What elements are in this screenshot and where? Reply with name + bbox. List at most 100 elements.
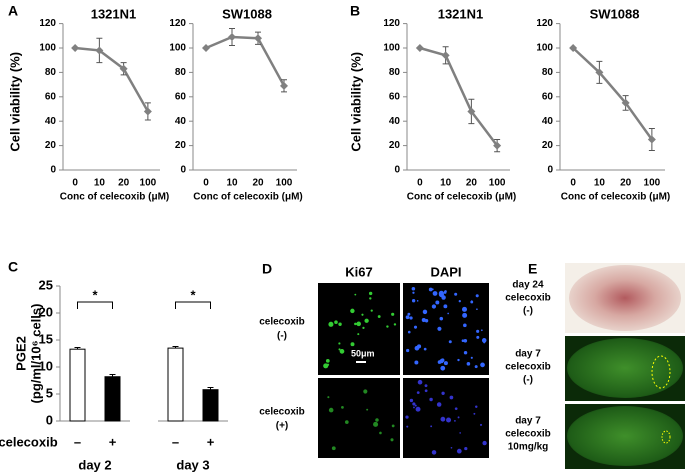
marker	[202, 44, 210, 52]
cell-dot	[411, 299, 416, 303]
cell-dot	[443, 361, 448, 366]
x-tick-label: 100	[276, 178, 293, 189]
cell-dot	[428, 287, 433, 292]
cell-dot	[345, 420, 349, 424]
error-bar	[109, 374, 116, 377]
y-tick-label: 60	[45, 91, 57, 102]
bar	[202, 389, 219, 422]
cell-dot	[412, 291, 415, 294]
tumor-outline	[661, 430, 671, 444]
line	[205, 35, 286, 87]
cell-dot	[334, 320, 338, 325]
cell-dot	[407, 312, 411, 316]
cell-dot	[446, 417, 452, 423]
cell-dot	[424, 319, 429, 323]
cell-dot	[406, 348, 410, 353]
cell-dot	[450, 446, 453, 449]
x-tick-label: 20	[118, 178, 130, 189]
y-axis-label: Cell viability (%)	[348, 52, 363, 152]
y-tick-label: 80	[45, 67, 57, 78]
cell-dot	[470, 300, 474, 304]
row-label: celecoxib	[0, 434, 58, 449]
cell-dot	[362, 326, 365, 330]
cell-dot	[463, 338, 468, 343]
x-axis-label: Conc of celecoxib (μM)	[60, 192, 169, 203]
cell-dot	[439, 316, 444, 321]
x-tick-label: 0	[72, 178, 78, 189]
cell-dot	[476, 329, 480, 333]
row-label: day 7	[515, 416, 541, 427]
x-tick-label: 10	[226, 178, 238, 189]
cell-dot	[464, 446, 468, 451]
cell-dot	[458, 300, 461, 303]
cell-dot	[411, 286, 416, 291]
x-tick-label: +	[207, 434, 215, 449]
y-axis-label: (pg/ml/10⁶ cells)	[28, 304, 43, 404]
y-tick-label: 60	[542, 91, 554, 102]
x-tick-label: 10	[594, 178, 606, 189]
cell-dot	[441, 295, 446, 300]
cell-dot	[440, 416, 446, 422]
significance-bracket	[77, 301, 113, 309]
chart-title: 1321N1	[91, 6, 137, 21]
y-tick-label: 0	[547, 165, 553, 176]
bar	[167, 347, 184, 422]
x-tick-label: 10	[94, 178, 106, 189]
cell-dot	[407, 330, 411, 334]
dapi-image	[403, 378, 489, 458]
marker	[647, 135, 656, 144]
cell-dot	[470, 356, 473, 359]
x-tick-label: 10	[440, 178, 452, 189]
cell-dot	[481, 338, 487, 343]
cell-dot	[430, 425, 433, 428]
cell-dot	[482, 440, 487, 446]
cell-dot	[413, 406, 415, 409]
cell-dot	[414, 360, 419, 365]
y-tick-label: 80	[542, 67, 554, 78]
marker	[95, 46, 104, 55]
cell-dot	[474, 365, 478, 369]
cell-dot	[356, 321, 361, 327]
cell-dot	[431, 450, 437, 455]
marker	[71, 44, 80, 52]
marker	[280, 81, 288, 90]
cell-dot	[476, 308, 478, 311]
cell-dot	[459, 432, 461, 434]
cell-dot	[326, 363, 330, 367]
cell-dot	[415, 406, 421, 412]
cell-dot	[437, 360, 442, 364]
y-tick-label: 100	[169, 43, 186, 54]
y-tick-label: 20	[39, 304, 53, 319]
line	[419, 46, 499, 147]
cell-dot	[463, 323, 467, 328]
cell-dot	[370, 309, 373, 312]
cell-dot	[429, 397, 433, 402]
cell-dot	[377, 315, 381, 318]
e-labels: day 24 celecoxib (-) day 7 celecoxib (-) day 7…	[505, 280, 551, 453]
cell-dot	[413, 325, 418, 329]
cell-dot	[461, 306, 468, 312]
x-tick-label: 20	[620, 178, 632, 189]
cell-dot	[448, 340, 452, 344]
cell-dot	[328, 321, 334, 327]
cell-dot	[475, 405, 478, 409]
cell-dot	[463, 351, 468, 355]
panel-label: A	[8, 3, 18, 19]
marker	[467, 107, 476, 116]
cell-dot	[454, 292, 458, 296]
x-axis-label: day 3	[176, 457, 209, 472]
cell-dot	[405, 315, 410, 320]
cell-dot	[480, 329, 483, 332]
cell-dot	[437, 326, 442, 331]
y-tick-label: 60	[389, 91, 401, 102]
cell-dot	[424, 384, 428, 388]
cell-dot	[328, 407, 334, 413]
brain-section	[569, 265, 681, 331]
y-tick-label: 20	[45, 140, 57, 151]
y-tick-label: 5	[46, 385, 53, 400]
cell-dot	[375, 418, 379, 422]
row-label: (-)	[523, 375, 533, 386]
cell-dot	[338, 342, 341, 345]
cell-dot	[391, 312, 395, 316]
y-tick-label: 120	[169, 18, 186, 29]
